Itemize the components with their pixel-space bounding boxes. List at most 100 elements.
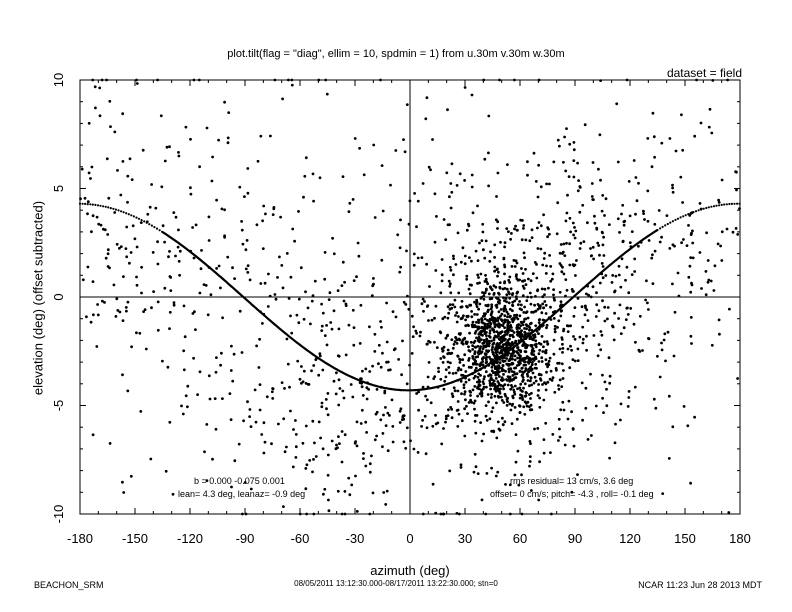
data-point xyxy=(473,350,477,354)
data-point xyxy=(562,327,566,331)
data-point xyxy=(496,171,500,175)
data-point xyxy=(213,397,217,400)
data-point xyxy=(487,334,491,338)
data-point xyxy=(172,301,176,304)
data-point xyxy=(340,430,344,433)
data-point xyxy=(710,343,714,347)
data-point xyxy=(327,298,331,301)
data-point xyxy=(244,267,248,271)
data-point xyxy=(493,348,497,351)
data-point xyxy=(544,351,548,355)
data-point xyxy=(215,198,219,202)
data-point xyxy=(513,406,517,409)
data-point xyxy=(530,351,534,355)
data-point xyxy=(466,305,469,309)
data-point xyxy=(86,200,90,204)
data-point xyxy=(385,489,389,493)
data-point xyxy=(633,385,637,389)
data-point xyxy=(583,313,587,317)
data-point xyxy=(571,221,575,225)
data-point xyxy=(233,459,237,463)
data-point xyxy=(706,280,710,284)
data-point xyxy=(246,167,250,170)
data-point xyxy=(214,370,218,374)
data-point xyxy=(459,463,463,467)
data-point xyxy=(529,279,533,283)
data-point xyxy=(83,196,87,200)
data-point xyxy=(501,384,505,388)
data-point xyxy=(192,356,196,360)
fit-curve-dot xyxy=(148,223,151,226)
data-point xyxy=(102,227,105,231)
data-point xyxy=(482,385,486,389)
data-point xyxy=(470,259,473,263)
data-point xyxy=(328,291,332,295)
data-point xyxy=(689,481,692,485)
data-point xyxy=(537,321,541,324)
data-point xyxy=(603,214,606,217)
data-point xyxy=(442,427,445,430)
data-point xyxy=(465,274,469,278)
data-point xyxy=(404,303,408,306)
data-point xyxy=(439,291,443,295)
data-point xyxy=(567,399,571,403)
data-point xyxy=(562,272,566,276)
data-point xyxy=(397,358,400,361)
data-point xyxy=(435,215,438,218)
data-point xyxy=(425,398,429,402)
data-point xyxy=(508,281,511,284)
data-point xyxy=(417,390,420,394)
data-point xyxy=(552,288,555,291)
data-point xyxy=(525,346,529,349)
data-point xyxy=(483,256,487,260)
data-point xyxy=(559,300,563,303)
fit-curve-dot xyxy=(127,213,130,216)
data-point xyxy=(511,362,515,366)
data-point xyxy=(297,210,300,213)
data-point xyxy=(139,410,143,413)
data-point xyxy=(586,319,590,322)
data-point xyxy=(516,449,520,453)
data-point xyxy=(368,462,372,466)
data-point xyxy=(656,354,659,358)
data-point xyxy=(506,400,509,403)
data-point xyxy=(483,157,487,161)
data-point xyxy=(273,293,277,296)
data-point xyxy=(402,417,406,421)
data-point xyxy=(490,410,494,414)
data-point xyxy=(322,492,325,496)
data-point xyxy=(578,247,582,250)
data-point xyxy=(573,337,577,341)
data-point xyxy=(638,314,642,318)
x-tick-label: -30 xyxy=(346,531,365,546)
data-point xyxy=(618,231,621,234)
data-point xyxy=(496,365,500,369)
data-point xyxy=(505,357,509,360)
fit-curve-dot xyxy=(140,219,143,222)
data-point xyxy=(219,286,222,290)
data-point xyxy=(570,410,573,414)
data-point xyxy=(691,241,695,245)
data-point xyxy=(534,355,537,359)
data-point xyxy=(135,283,139,287)
data-point xyxy=(121,112,125,116)
data-point xyxy=(647,239,651,242)
data-point xyxy=(568,242,571,246)
data-point xyxy=(428,285,431,288)
data-point xyxy=(343,433,347,437)
data-point xyxy=(515,417,519,421)
data-point xyxy=(513,265,517,268)
data-point xyxy=(586,221,589,225)
data-point xyxy=(249,425,253,428)
data-point xyxy=(311,419,315,423)
data-point xyxy=(549,279,553,283)
data-point xyxy=(444,417,448,421)
data-point xyxy=(87,121,91,125)
data-point xyxy=(474,465,478,469)
data-point xyxy=(526,400,530,404)
data-point xyxy=(564,278,568,281)
data-point xyxy=(450,190,454,194)
data-point xyxy=(599,178,602,182)
fit-curve-dot xyxy=(730,202,734,205)
data-point xyxy=(495,335,499,339)
